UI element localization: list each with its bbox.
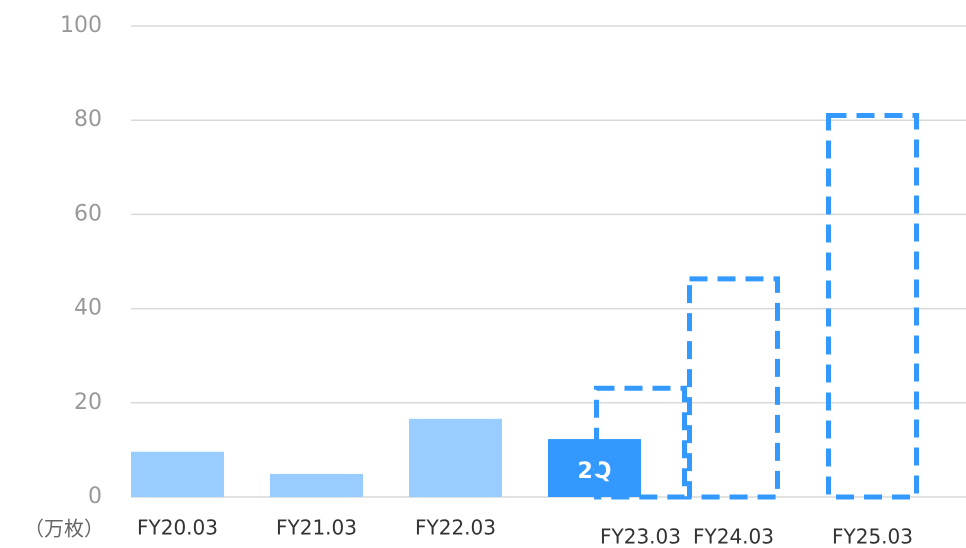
x-tick-label: FY23.03	[600, 525, 681, 548]
unit-label: （万枚）	[24, 517, 104, 541]
bar	[131, 451, 224, 497]
y-tick-label: 20	[74, 390, 102, 415]
bar	[270, 473, 363, 497]
x-tick-label: FY22.03	[415, 516, 496, 540]
y-tick-label: 100	[60, 13, 102, 38]
forecast-bar	[594, 385, 687, 500]
y-tick-label: 0	[88, 484, 102, 509]
forecast-bar	[687, 276, 780, 500]
y-tick-label: 60	[74, 201, 102, 226]
x-tick-label: FY20.03	[137, 516, 218, 540]
y-tick-label: 40	[74, 296, 102, 321]
bar	[409, 418, 502, 497]
x-tick-label: FY24.03	[693, 525, 774, 548]
forecast-bar	[826, 112, 919, 500]
x-tick-label: FY25.03	[832, 525, 913, 548]
y-tick-label: 80	[74, 107, 102, 132]
x-tick-label: FY21.03	[276, 516, 357, 540]
